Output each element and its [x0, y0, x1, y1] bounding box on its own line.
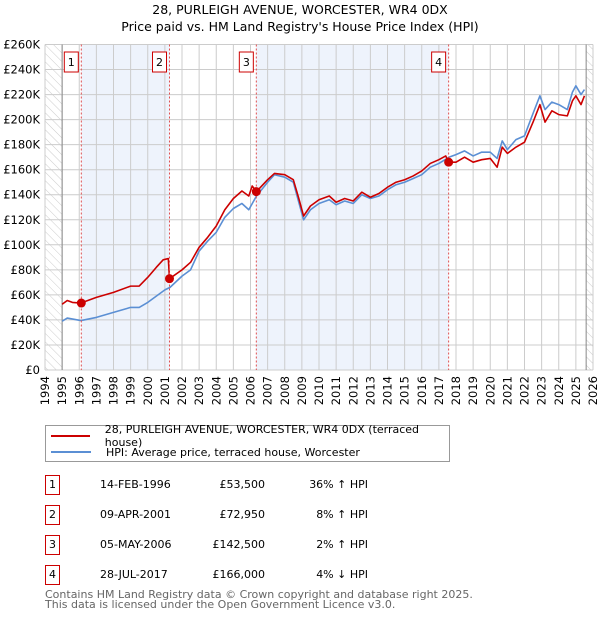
property-price-line: [61, 95, 586, 305]
x-tick-label: 2004: [209, 376, 223, 405]
y-tick-label: £0: [25, 363, 40, 377]
x-tick-label: 1998: [107, 376, 121, 405]
shaded-band: [81, 44, 170, 370]
sale-date: 09-APR-2001: [100, 508, 172, 521]
footer-copyright: Contains HM Land Registry data © Crown c…: [45, 588, 473, 601]
sale-point: [444, 157, 454, 167]
x-tick-label: 2019: [466, 376, 480, 405]
legend-label-property: 28, PURLEIGH AVENUE, WORCESTER, WR4 0DX …: [104, 423, 420, 449]
x-tick-label: 1994: [38, 376, 52, 405]
legend-label-hpi: HPI: Average price, terraced house, Worc…: [106, 445, 360, 459]
x-tick-label: 2022: [518, 376, 532, 405]
shaded-band: [256, 44, 449, 370]
y-tick-label: £140K: [3, 188, 40, 202]
x-tick-label: 2014: [381, 376, 395, 405]
y-tick-label: £260K: [3, 38, 40, 52]
x-tick-label: 2005: [226, 376, 240, 405]
chart-title: 28, PURLEIGH AVENUE, WORCESTER, WR4 0DX: [152, 2, 448, 17]
sale-label: 1: [68, 56, 75, 69]
legend-item-hpi: HPI: Average price, terraced house, Worc…: [46, 444, 360, 460]
price-chart: 1994 1995 1996 1997 1998 1999 2000 2001 2002 2003…: [3, 38, 600, 406]
sale-point: [251, 187, 261, 197]
sale-label: 2: [156, 56, 163, 69]
sale-label-box: [238, 51, 254, 73]
y-tick-label: £100K: [3, 238, 40, 252]
y-tick-label: £180K: [3, 138, 40, 152]
x-tick-label: 2012: [346, 376, 360, 405]
x-tick-label: 2018: [449, 376, 463, 405]
hpi-line: [61, 85, 586, 322]
legend-swatch-blue: [51, 451, 91, 453]
sale-point: [76, 298, 86, 308]
legend-item-property: 28, PURLEIGH AVENUE, WORCESTER, WR4 0DX …: [46, 423, 449, 449]
sale-number-badge: 1: [45, 475, 60, 495]
sale-label: 4: [435, 56, 442, 69]
x-tick-label: 2026: [586, 376, 600, 405]
sale-price: £142,500: [212, 538, 266, 551]
sale-number-badge: 3: [45, 535, 60, 555]
x-tick-label: 2017: [432, 376, 446, 405]
y-tick-label: £60K: [11, 288, 41, 302]
x-tick-label: 2008: [278, 376, 292, 405]
hatched-region-before-data: [45, 44, 63, 370]
sale-hpi-diff: 8% ↑ HPI: [316, 508, 368, 521]
sale-number-badge: 2: [45, 505, 60, 525]
hatched-region-after-data: [586, 44, 593, 370]
sale-price: £72,950: [219, 508, 266, 521]
sale-date: 05-MAY-2006: [100, 538, 172, 551]
sale-label-box: [63, 51, 79, 73]
x-tick-label: 2006: [244, 376, 258, 405]
x-tick-label: 2016: [415, 376, 429, 405]
x-tick-label: 2021: [500, 376, 514, 405]
x-tick-label: 2003: [192, 376, 206, 405]
legend-swatch-red: [51, 435, 90, 437]
x-tick-label: 2011: [329, 376, 343, 405]
footer-licence: This data is licensed under the Open Gov…: [45, 598, 396, 611]
y-tick-label: £200K: [3, 113, 40, 127]
y-tick-label: £220K: [3, 88, 40, 102]
sale-hpi-diff: 36% ↑ HPI: [309, 478, 368, 491]
x-tick-label: 2000: [141, 376, 155, 405]
sale-hpi-diff: 2% ↑ HPI: [316, 538, 368, 551]
x-tick-label: 1996: [72, 376, 86, 405]
sale-label-box: [431, 51, 447, 73]
x-tick-label: 2001: [158, 376, 172, 405]
sale-point: [164, 274, 174, 284]
sale-date: 28-JUL-2017: [100, 568, 168, 581]
x-tick-label: 2023: [535, 376, 549, 405]
x-tick-label: 2020: [483, 376, 497, 405]
y-tick-label: £20K: [11, 338, 41, 352]
sale-number-badge: 4: [45, 565, 60, 585]
x-tick-label: 2007: [261, 376, 275, 405]
sale-hpi-diff: 4% ↓ HPI: [316, 568, 368, 581]
chart-subtitle: Price paid vs. HM Land Registry's House …: [121, 19, 479, 34]
y-tick-label: £80K: [11, 263, 41, 277]
sale-price: £166,000: [212, 568, 266, 581]
x-tick-label: 2024: [552, 376, 566, 405]
y-tick-label: £240K: [3, 63, 40, 77]
sale-date: 14-FEB-1996: [100, 478, 171, 491]
x-tick-label: 1999: [124, 376, 138, 405]
x-tick-label: 1995: [55, 376, 69, 405]
x-tick-label: 2009: [295, 376, 309, 405]
x-tick-label: 2013: [363, 376, 377, 405]
y-tick-label: £40K: [11, 313, 41, 327]
sale-price: £53,500: [219, 478, 266, 491]
x-tick-label: 2025: [569, 376, 583, 405]
y-tick-label: £160K: [3, 163, 40, 177]
sale-label-box: [151, 51, 167, 73]
y-tick-label: £120K: [3, 213, 40, 227]
x-tick-label: 2015: [398, 376, 412, 405]
x-tick-label: 2010: [312, 376, 326, 405]
sale-label: 3: [243, 56, 250, 69]
x-tick-label: 2002: [175, 376, 189, 405]
x-tick-label: 1997: [89, 376, 103, 405]
chart-legend: 28, PURLEIGH AVENUE, WORCESTER, WR4 0DX …: [45, 423, 450, 462]
